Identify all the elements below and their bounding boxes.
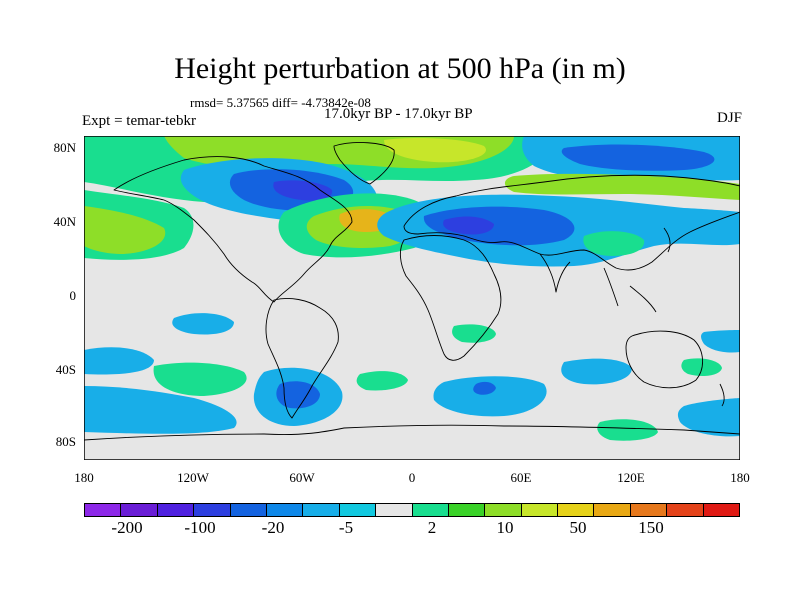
colorbar-label: 2 bbox=[427, 518, 437, 537]
contour-south-green-3 bbox=[452, 324, 496, 343]
colorbar-swatch bbox=[703, 504, 740, 516]
coastlines bbox=[84, 142, 740, 441]
plot-title: Height perturbation at 500 hPa (in m) bbox=[174, 52, 626, 85]
coastline-australia bbox=[625, 330, 703, 389]
map-panel bbox=[84, 136, 740, 460]
contour-south-cyan-6 bbox=[561, 358, 632, 385]
contour-south-cyan-5 bbox=[433, 376, 547, 417]
colorbar bbox=[84, 503, 740, 517]
colorbar-swatch bbox=[303, 504, 340, 516]
colorbar-swatch bbox=[594, 504, 631, 516]
lat-label-40n: 40N bbox=[53, 214, 76, 229]
colorbar-swatch bbox=[85, 504, 122, 516]
lon-label-0: 0 bbox=[408, 470, 416, 485]
colorbar-label: 150 bbox=[638, 518, 664, 537]
colorbar-swatch bbox=[630, 504, 668, 516]
contour-north-yellow bbox=[384, 138, 486, 163]
colorbar-label: 50 bbox=[569, 518, 587, 537]
lon-label-120w: 120W bbox=[177, 470, 209, 485]
coastline-south-america bbox=[265, 297, 339, 419]
coastline-new-zealand bbox=[719, 383, 725, 407]
contour-south-cyan-1 bbox=[172, 313, 234, 335]
colorbar-label: -5 bbox=[338, 518, 354, 537]
contour-china-green bbox=[583, 231, 645, 256]
colorbar-swatch bbox=[485, 504, 522, 516]
contour-eurasia-deepblue bbox=[443, 216, 494, 235]
contour-south-blue-1 bbox=[276, 381, 320, 409]
coastline-greenland bbox=[333, 142, 395, 185]
lon-label-120e: 120E bbox=[617, 470, 645, 485]
lon-label-60e: 60E bbox=[510, 470, 532, 485]
coastline-antarctica bbox=[84, 424, 740, 441]
coastline-india bbox=[539, 253, 571, 293]
colorbar-swatch bbox=[558, 504, 595, 516]
coastline-north-america bbox=[113, 156, 353, 303]
colorbar-swatch bbox=[157, 504, 195, 516]
colorbar-swatch bbox=[194, 504, 231, 516]
lon-label-180e: 180 bbox=[730, 470, 750, 485]
contour-pacific-yellowgreen bbox=[84, 206, 166, 254]
colorbar-label: 10 bbox=[496, 518, 514, 537]
experiment-label: Expt = temar-tebkr bbox=[82, 113, 196, 129]
colorbar-swatch bbox=[376, 504, 413, 516]
lon-label-180w: 180 bbox=[74, 470, 94, 485]
lat-label-80n: 80N bbox=[53, 140, 76, 155]
contour-asia-north-blue bbox=[561, 144, 715, 171]
colorbar-swatch bbox=[521, 504, 559, 516]
colorbar-label: -20 bbox=[261, 518, 285, 537]
rmsd-stats: rmsd= 5.37565 diff= -4.73842e-08 bbox=[190, 95, 371, 110]
coastline-japan bbox=[663, 227, 671, 253]
colorbar-swatch bbox=[448, 504, 486, 516]
coastline-southeast-asia bbox=[603, 267, 657, 313]
contour-asia-yellowgreen bbox=[504, 173, 740, 200]
contour-south-cyan-3 bbox=[84, 386, 237, 434]
contour-south-cyan-8 bbox=[701, 330, 740, 353]
lat-label-0: 0 bbox=[69, 288, 77, 303]
colorbar-swatch bbox=[266, 504, 304, 516]
colorbar-swatch bbox=[121, 504, 158, 516]
contour-south-green-4 bbox=[597, 419, 658, 441]
lat-label-40s: 40S bbox=[55, 362, 76, 377]
contour-namerica-deepblue bbox=[273, 180, 333, 201]
lon-label-60w: 60W bbox=[289, 470, 315, 485]
colorbar-swatch bbox=[667, 504, 704, 516]
colorbar-swatch bbox=[339, 504, 377, 516]
time-period: 17.0kyr BP - 17.0kyr BP bbox=[324, 106, 473, 122]
contour-south-cyan-7 bbox=[677, 398, 740, 437]
contour-south-blue-2 bbox=[473, 381, 496, 395]
colorbar-swatch bbox=[230, 504, 267, 516]
colorbar-swatch bbox=[412, 504, 449, 516]
colorbar-label: -100 bbox=[184, 518, 216, 537]
season-label: DJF bbox=[716, 110, 742, 126]
coastline-africa bbox=[399, 235, 502, 361]
contour-south-cyan-2 bbox=[84, 347, 154, 375]
contour-south-green-2 bbox=[356, 371, 408, 391]
contour-south-green-1 bbox=[153, 362, 247, 396]
lat-label-80s: 80S bbox=[55, 434, 76, 449]
colorbar-label: -200 bbox=[111, 518, 143, 537]
